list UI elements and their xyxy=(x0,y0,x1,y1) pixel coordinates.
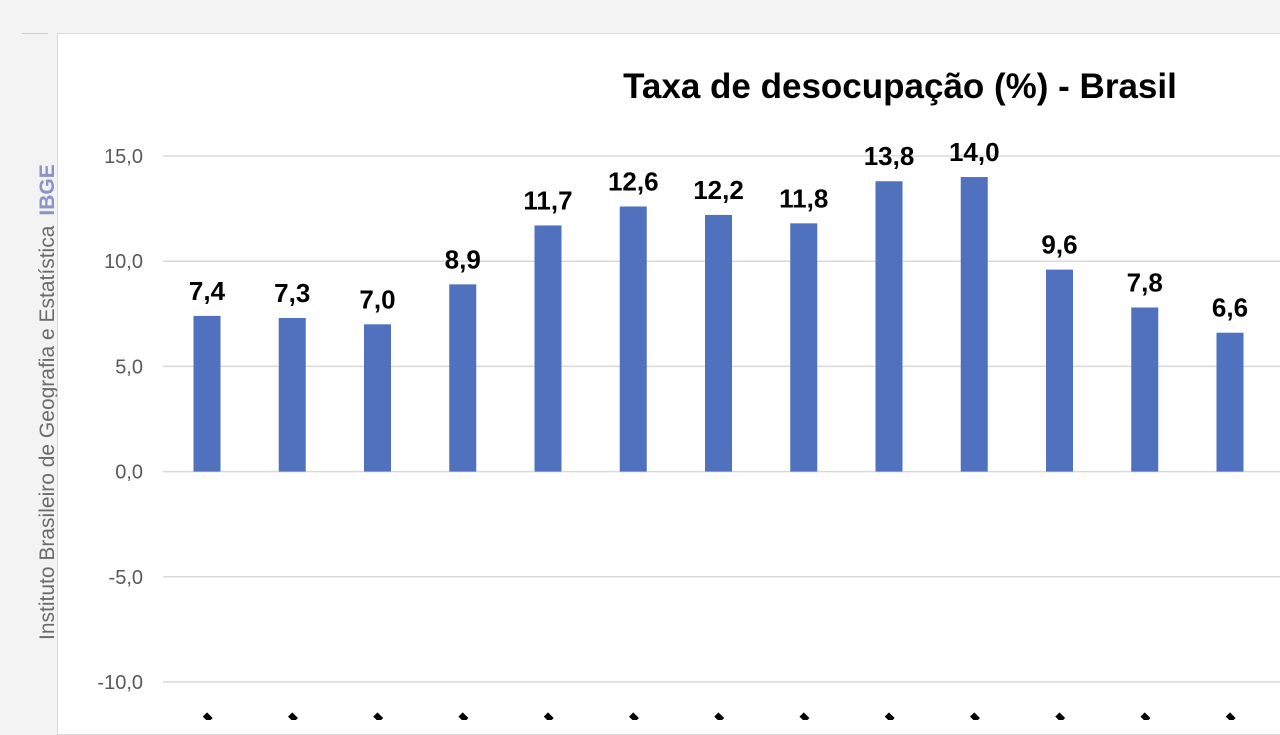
y-tick-label: 0,0 xyxy=(115,462,143,484)
grid-layer xyxy=(163,155,1280,683)
category-label-fragment xyxy=(1140,712,1151,720)
data-label: 7,3 xyxy=(274,278,310,308)
data-label: 6,6 xyxy=(1212,293,1248,323)
bar xyxy=(1216,332,1244,472)
data-label: 7,0 xyxy=(359,284,395,314)
bar xyxy=(193,315,221,472)
category-label-fragment xyxy=(629,712,639,720)
chart-title: Taxa de desocupação (%) - Brasil xyxy=(623,67,1177,106)
side-panel: Instituto Brasileiro de Geografia e Esta… xyxy=(0,0,59,720)
bar xyxy=(1131,307,1159,472)
bar-chart: Taxa de desocupação (%) - Brasil 15,0 10,… xyxy=(97,67,1280,720)
category-label-fragment xyxy=(373,712,384,720)
category-label-fragment xyxy=(458,712,469,720)
category-label-fragment xyxy=(714,712,725,720)
bars-layer xyxy=(193,177,1244,472)
data-label: 7,8 xyxy=(1127,267,1163,297)
bar xyxy=(705,214,732,472)
category-label-fragment xyxy=(884,712,895,720)
bar xyxy=(875,181,903,472)
y-tick-label: 10,0 xyxy=(104,251,143,273)
bar xyxy=(790,223,818,472)
data-label: 13,8 xyxy=(864,141,915,171)
category-label-fragment xyxy=(970,712,980,720)
bar xyxy=(278,318,306,472)
bar xyxy=(960,177,988,472)
data-label: 7,4 xyxy=(189,276,226,306)
chart-area xyxy=(57,33,1280,735)
category-label-fragment xyxy=(202,712,213,720)
data-label: 12,6 xyxy=(608,166,659,196)
category-label-fragment xyxy=(799,712,810,720)
data-label: 14,0 xyxy=(949,137,1000,167)
labels-layer: 15,0 10,0 5,0 0,0 -5,0 -10,0 7,4 7,3 7,0 8,9 11,7 1… xyxy=(97,137,1248,720)
data-label: 11,8 xyxy=(779,183,828,213)
bar xyxy=(534,225,562,472)
y-tick-label: 15,0 xyxy=(104,146,143,168)
category-label-fragment xyxy=(543,712,554,720)
data-label: 9,6 xyxy=(1041,230,1077,260)
y-tick-label: -10,0 xyxy=(97,672,143,694)
data-label: 11,7 xyxy=(523,185,572,215)
bar xyxy=(619,206,647,472)
bar xyxy=(1046,269,1073,472)
bar xyxy=(449,284,477,472)
y-tick-label: -5,0 xyxy=(109,567,143,589)
y-tick-label: 5,0 xyxy=(115,356,143,378)
bar xyxy=(364,324,391,472)
side-divider xyxy=(22,33,48,34)
category-label-fragment xyxy=(288,712,298,720)
category-label-fragment xyxy=(1225,712,1236,720)
data-label: 8,9 xyxy=(445,244,481,274)
data-label: 12,2 xyxy=(693,175,744,205)
category-label-fragment xyxy=(1055,712,1066,720)
